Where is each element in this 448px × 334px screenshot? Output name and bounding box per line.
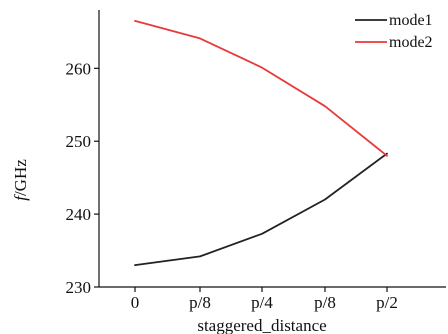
y-ticks: 230 240 250 260 [66, 59, 99, 297]
y-tick-label: 240 [66, 205, 92, 224]
x-tick-label: 0 [131, 293, 140, 312]
plot-area: 230 240 250 260 0 p/8 p/4 p/8 p/2 [66, 10, 446, 312]
x-tick-label: p/2 [376, 293, 398, 312]
series-line-mode2 [134, 19, 388, 157]
x-tick-label: p/4 [251, 293, 273, 312]
series-line-mode1 [134, 152, 388, 267]
x-axis-label: staggered_distance [197, 316, 326, 334]
y-tick-label: 260 [66, 59, 92, 78]
legend-label-mode2: mode2 [389, 34, 433, 51]
y-axis-label-italic: f [11, 194, 30, 201]
x-tick-label: p/8 [314, 293, 336, 312]
y-axis-label: f/GHz [11, 159, 30, 201]
x-ticks: 0 p/8 p/4 p/8 p/2 [131, 287, 398, 312]
series-lines [134, 19, 388, 267]
legend-label-mode1: mode1 [389, 12, 433, 29]
y-axis-label-rest: /GHz [11, 159, 30, 196]
x-tick-label: p/8 [189, 293, 211, 312]
y-tick-label: 250 [66, 132, 92, 151]
y-tick-label: 230 [66, 278, 92, 297]
legend: mode1 mode2 [355, 12, 433, 51]
